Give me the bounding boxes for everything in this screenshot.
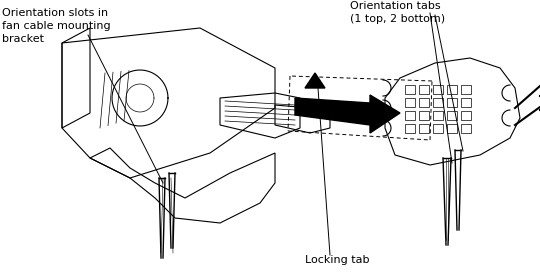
Bar	[461, 98, 471, 107]
Bar	[405, 98, 415, 107]
Text: fan cable mounting: fan cable mounting	[2, 21, 111, 31]
Bar	[447, 124, 457, 133]
Text: Orientation tabs: Orientation tabs	[350, 1, 441, 11]
Bar	[433, 98, 443, 107]
Bar	[405, 124, 415, 133]
Bar	[447, 111, 457, 120]
Text: bracket: bracket	[2, 34, 44, 44]
Bar	[433, 85, 443, 94]
Bar	[461, 85, 471, 94]
Bar	[405, 85, 415, 94]
Text: Orientation slots in: Orientation slots in	[2, 8, 108, 18]
Bar	[447, 85, 457, 94]
Bar	[447, 98, 457, 107]
Bar	[433, 111, 443, 120]
Text: (1 top, 2 bottom): (1 top, 2 bottom)	[350, 14, 445, 24]
Bar	[461, 124, 471, 133]
Bar	[419, 98, 429, 107]
Bar	[461, 111, 471, 120]
Text: Locking tab: Locking tab	[305, 255, 369, 265]
Bar	[433, 124, 443, 133]
Bar	[405, 111, 415, 120]
Polygon shape	[305, 73, 325, 88]
Bar	[419, 111, 429, 120]
Bar	[419, 85, 429, 94]
Bar	[419, 124, 429, 133]
Polygon shape	[295, 95, 400, 133]
